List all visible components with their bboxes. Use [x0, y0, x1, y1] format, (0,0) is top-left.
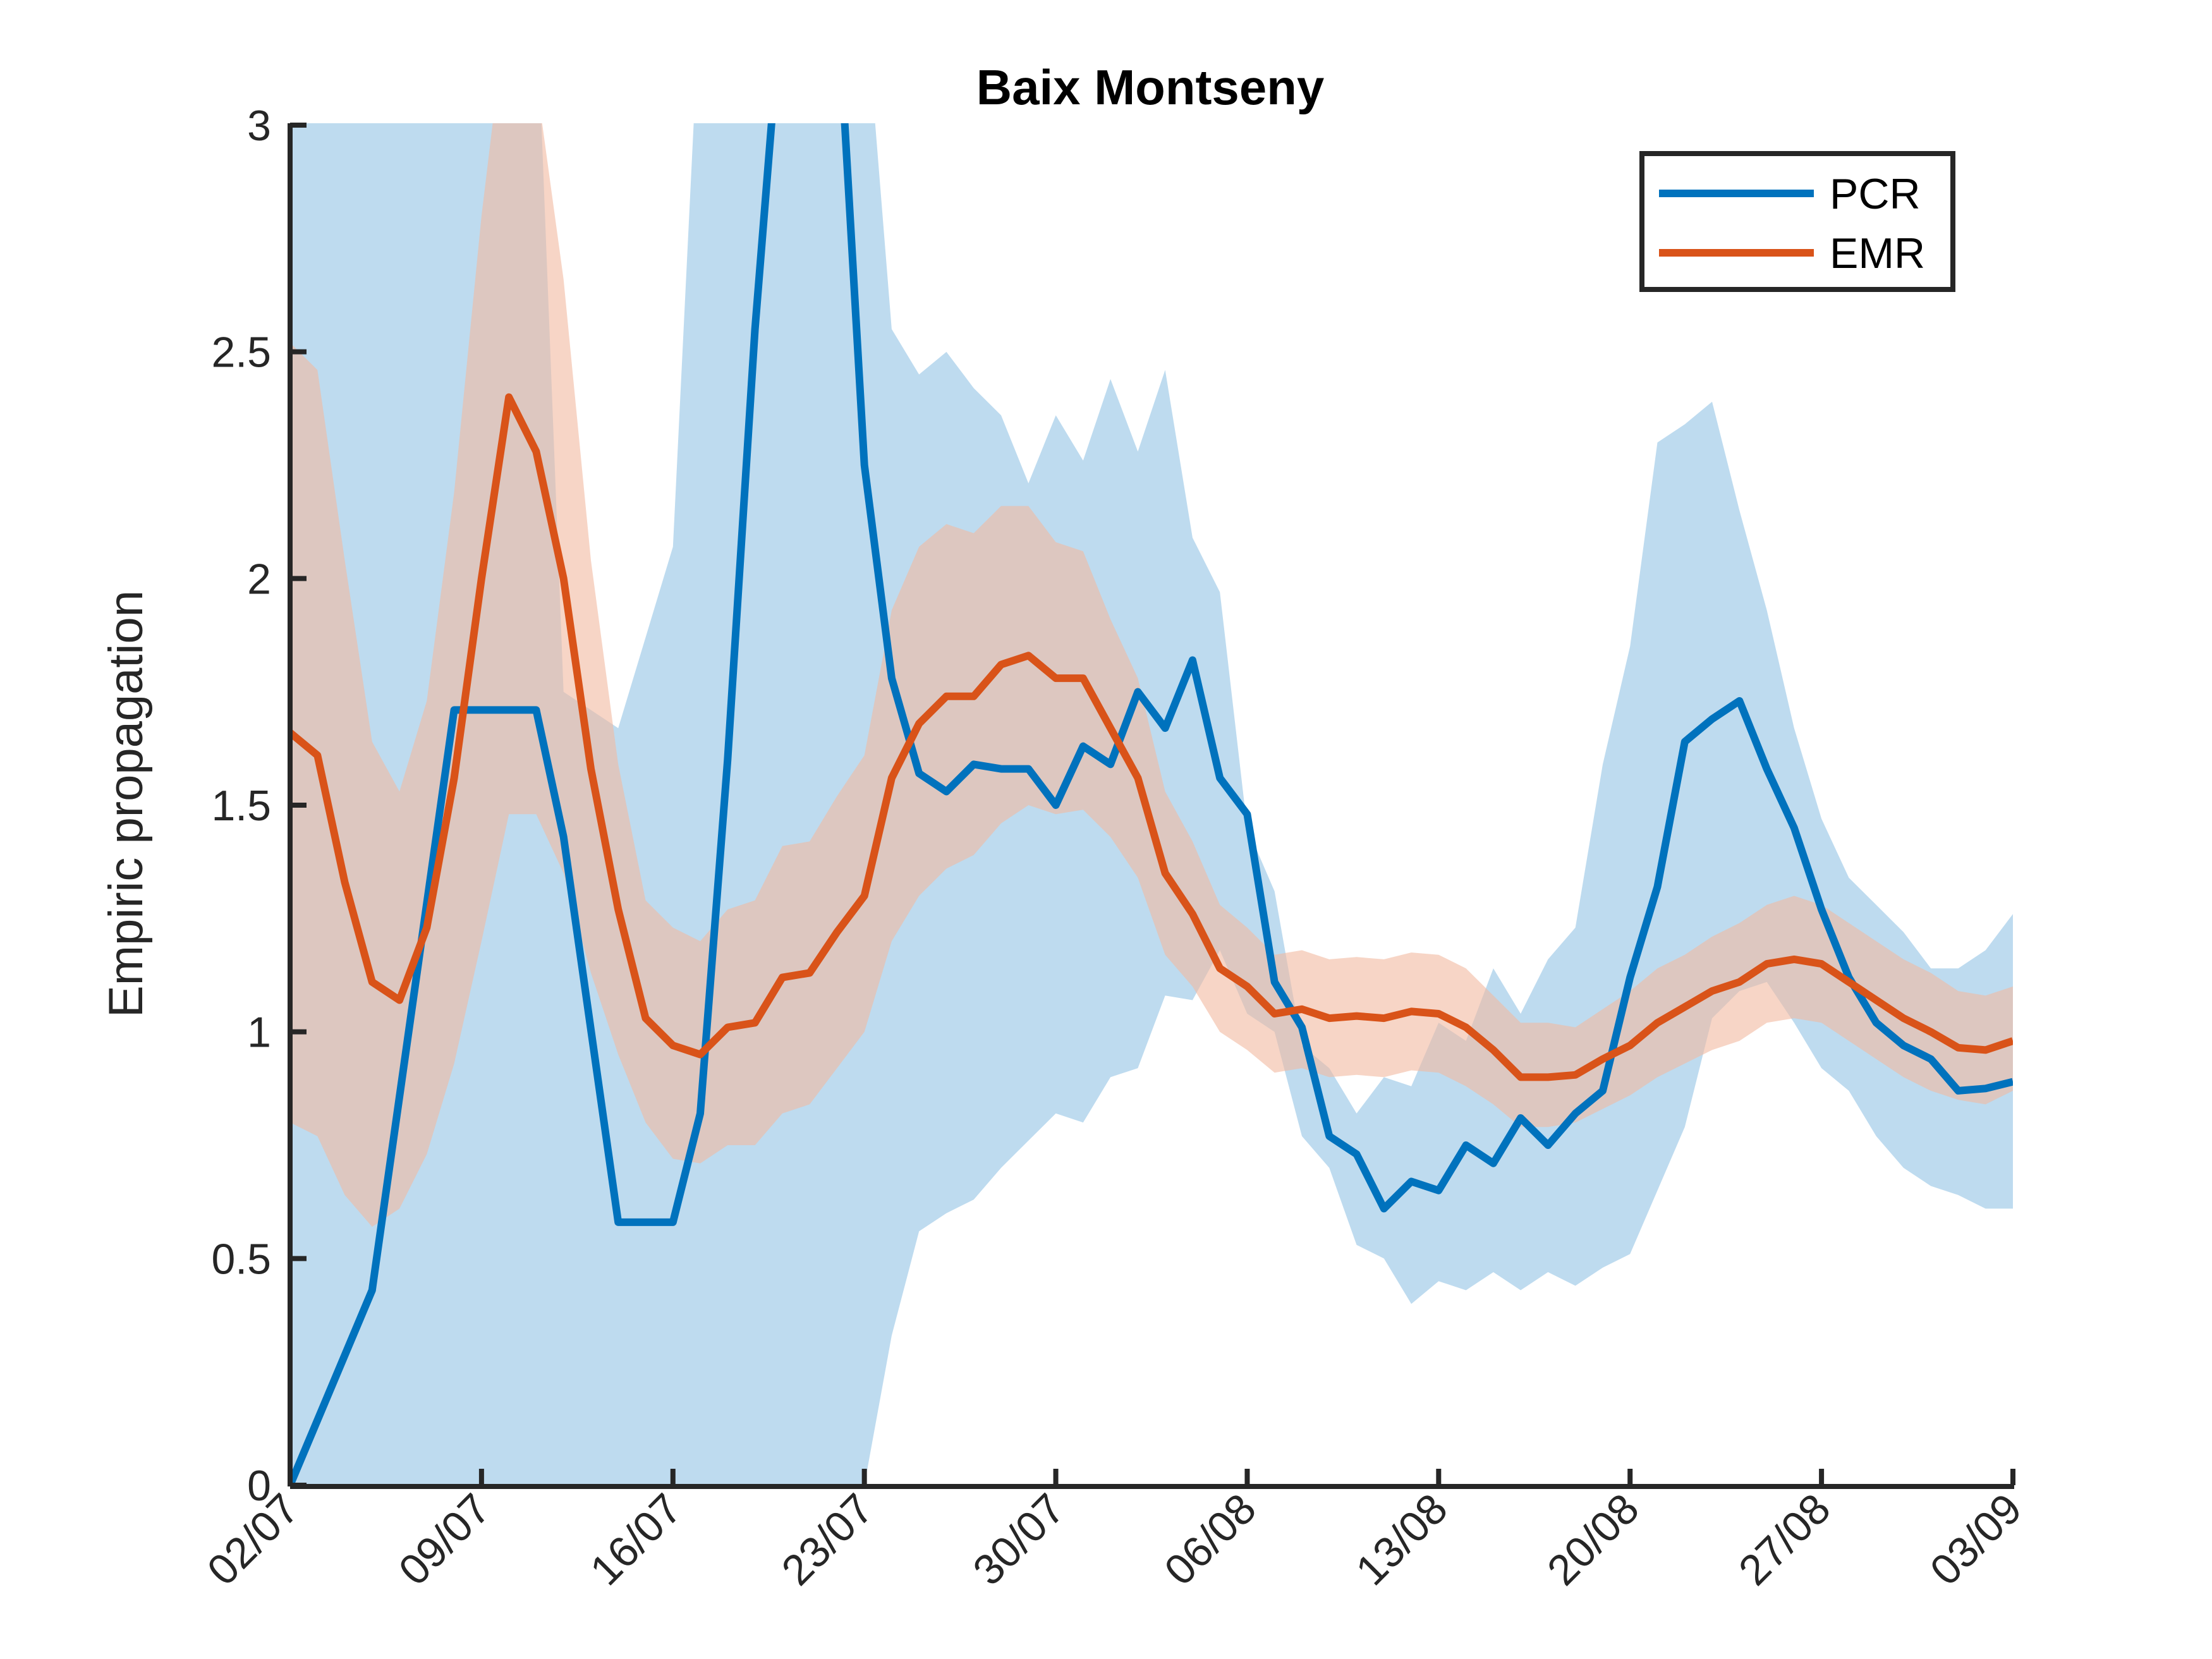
y-tick-label: 3 — [247, 102, 271, 150]
x-tick-label: 03/09 — [1921, 1485, 2031, 1595]
legend-box — [1639, 151, 1955, 292]
confidence-bands — [290, 123, 2013, 1485]
x-tick-label: 27/08 — [1730, 1485, 1840, 1595]
x-tick-label: 13/08 — [1347, 1485, 1457, 1595]
legend-label-pcr: PCR — [1830, 170, 1921, 218]
chart-title: Baix Montseny — [976, 59, 1324, 115]
x-tick-label: 06/08 — [1155, 1485, 1265, 1595]
x-tick-label: 30/07 — [964, 1485, 1074, 1595]
y-tick-label: 0.5 — [211, 1235, 271, 1283]
legend-label-emr: EMR — [1830, 229, 1925, 277]
y-ticks: 0 0.5 1 1.5 2 2.5 3 — [211, 102, 307, 1510]
plot-area — [288, 123, 2013, 1485]
x-tick-label: 20/08 — [1538, 1485, 1648, 1595]
x-tick-label: 23/07 — [772, 1485, 882, 1595]
line-emr — [288, 393, 2013, 1081]
y-tick-label: 0 — [247, 1462, 271, 1510]
band-emr — [290, 123, 2013, 1227]
y-tick-label: 1.5 — [211, 782, 271, 830]
x-tick-label: 09/07 — [389, 1485, 499, 1595]
y-axis-label: Empiric propagation — [99, 590, 153, 1018]
x-tick-label: 16/07 — [581, 1485, 691, 1595]
legend: PCR EMR — [1639, 151, 1955, 292]
series-lines — [288, 123, 2013, 1485]
y-tick-label: 2.5 — [211, 329, 271, 377]
line-pcr — [288, 123, 2013, 1485]
y-tick-label: 1 — [247, 1009, 271, 1057]
y-tick-label: 2 — [247, 555, 271, 603]
